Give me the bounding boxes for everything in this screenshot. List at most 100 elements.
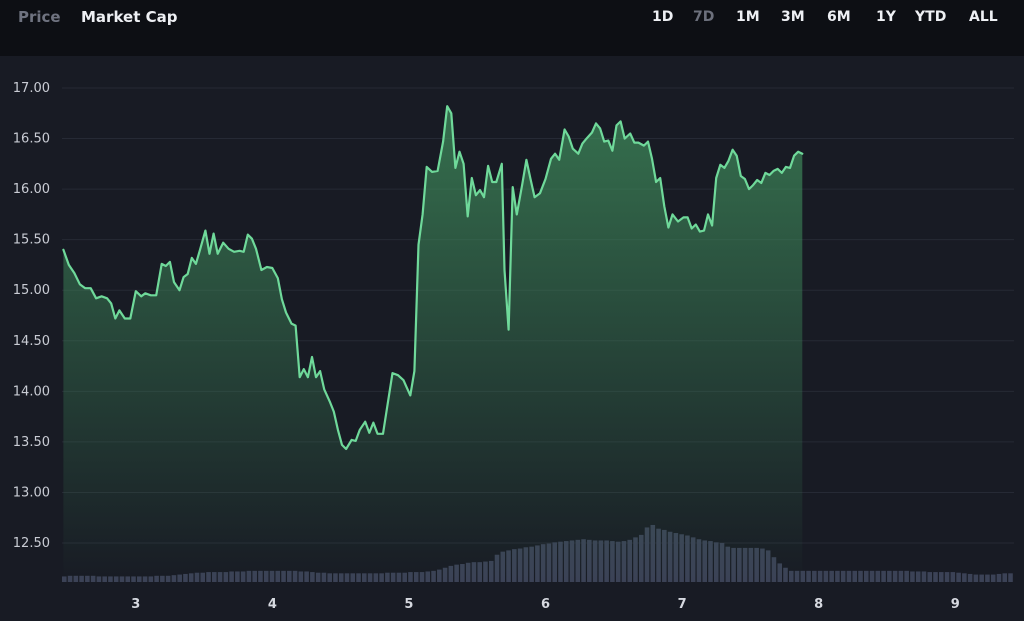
data-point (173, 281, 175, 283)
volume-bar (973, 574, 979, 582)
data-point (359, 429, 361, 431)
data-point (454, 167, 456, 169)
data-point (333, 411, 335, 413)
range-selector: 1D 7D 1M 3M 6M 1Y YTD ALL (652, 6, 998, 28)
data-point (711, 224, 713, 227)
volume-bar (904, 570, 909, 582)
data-point (191, 257, 193, 259)
data-point (732, 149, 734, 151)
volume-bar (921, 571, 927, 582)
data-point (402, 379, 405, 381)
data-point (247, 234, 249, 236)
data-point (290, 323, 293, 325)
y-tick-label: 12.50 (13, 536, 50, 551)
market-cap-chart[interactable]: 12.50 13.00 13.50 14.00 14.50 15.00 15.50 16.00… (0, 56, 1024, 621)
data-point (386, 406, 388, 409)
y-tick-label: 14.50 (13, 334, 50, 349)
volume-bar (985, 574, 990, 582)
data-point (101, 295, 103, 297)
data-point (699, 231, 701, 233)
data-point (620, 120, 622, 122)
data-point (785, 166, 787, 168)
volume-bar (967, 573, 973, 582)
data-point (345, 448, 347, 450)
y-tick-label: 16.00 (13, 182, 50, 197)
data-point (118, 309, 120, 311)
data-point (243, 251, 245, 253)
volume-bar (927, 572, 933, 582)
volume-bar (817, 570, 823, 582)
data-point (773, 170, 775, 172)
data-point (323, 388, 325, 390)
data-point (90, 287, 92, 289)
data-point (442, 141, 444, 143)
range-7d[interactable]: 7D (693, 9, 715, 25)
range-6m[interactable]: 6M (827, 9, 851, 25)
data-point (607, 140, 609, 142)
data-point (73, 272, 75, 274)
data-point (239, 250, 241, 252)
data-point (756, 179, 758, 181)
volume-bar (887, 570, 892, 582)
volume-bar (863, 570, 869, 582)
y-tick-label: 14.00 (13, 384, 50, 399)
volume-bar (812, 570, 817, 582)
range-3m[interactable]: 3M (781, 9, 805, 25)
range-ytd[interactable]: YTD (915, 9, 947, 25)
volume-bar (1002, 573, 1008, 582)
range-1m[interactable]: 1M (736, 9, 760, 25)
data-point (222, 242, 224, 244)
volume-bar (852, 570, 858, 582)
data-point (106, 297, 108, 299)
data-point (110, 302, 112, 304)
data-point (777, 168, 779, 170)
data-point (114, 317, 116, 320)
y-tick-label: 13.50 (13, 435, 50, 450)
range-1y[interactable]: 1Y (876, 9, 896, 25)
volume-bar (806, 570, 811, 582)
data-point (671, 213, 674, 215)
volume-bar (956, 572, 961, 582)
data-point (372, 422, 374, 424)
data-point (539, 192, 541, 194)
data-point (789, 167, 791, 169)
data-point (521, 183, 523, 185)
data-point (667, 226, 670, 229)
volume-bar (910, 571, 915, 582)
data-point (79, 283, 81, 285)
data-point (311, 356, 313, 358)
chart-area[interactable]: 12.50 13.00 13.50 14.00 14.50 15.00 15.50 16.00… (0, 56, 1024, 621)
volume-bar (915, 571, 921, 582)
data-point (703, 230, 705, 232)
data-point (409, 394, 411, 396)
data-point (554, 153, 556, 155)
data-point (491, 181, 493, 183)
y-tick-label: 15.50 (13, 233, 50, 248)
data-point (643, 145, 645, 147)
tab-market-cap[interactable]: Market Cap (81, 8, 178, 26)
data-point (68, 264, 70, 266)
chart-header: Price Market Cap 1D 7D 1M 3M 6M 1Y YTD A… (0, 0, 1024, 56)
data-point (550, 158, 552, 160)
volume-bar (881, 570, 886, 582)
data-point (529, 178, 532, 180)
tab-price[interactable]: Price (18, 8, 61, 26)
x-axis: 3 4 5 6 7 8 9 (131, 597, 960, 612)
data-point (467, 215, 469, 217)
range-all[interactable]: ALL (969, 9, 998, 25)
data-point (169, 261, 171, 263)
data-point (707, 213, 709, 215)
data-point (208, 253, 211, 255)
range-1d[interactable]: 1D (652, 9, 674, 25)
data-point (397, 374, 399, 376)
data-point (165, 265, 167, 267)
data-point (479, 189, 481, 191)
data-point (558, 159, 560, 161)
data-point (577, 153, 579, 155)
data-point (233, 251, 235, 253)
data-point (95, 297, 97, 299)
data-point (748, 188, 750, 190)
data-point (355, 440, 357, 442)
data-point (187, 273, 189, 275)
data-point (426, 166, 428, 168)
